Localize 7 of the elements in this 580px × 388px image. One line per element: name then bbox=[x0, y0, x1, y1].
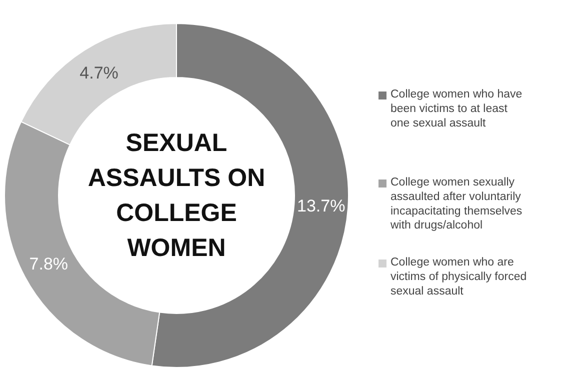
data-label: 4.7% bbox=[80, 63, 118, 82]
legend-label: College women who have been victims to at least one sexual assault bbox=[390, 88, 522, 130]
data-label: 13.7% bbox=[297, 196, 346, 216]
text: SEXUAL ASSAULTS ON COLLEGE WOMEN bbox=[88, 129, 266, 262]
legend-label: College women sexually assaulted after voluntarily incapacitating themselves with drugs/alcohol bbox=[390, 176, 522, 232]
data-label: 7.8% bbox=[29, 254, 68, 274]
legend-label: College women who are victims of physically forced sexual assault bbox=[390, 256, 527, 298]
